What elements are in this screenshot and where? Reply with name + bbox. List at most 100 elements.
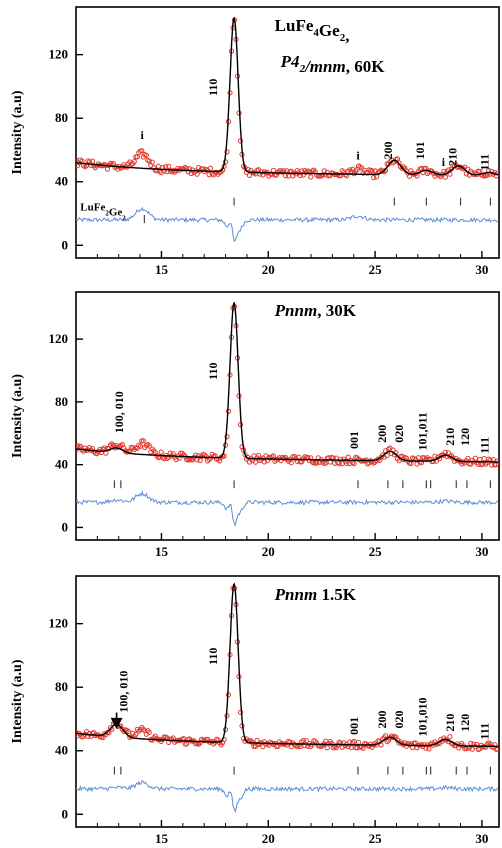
phase-title: LuFe4Ge2, (275, 16, 350, 45)
observed-point (495, 458, 499, 464)
peak-index-label: 020 (392, 425, 406, 443)
phase-subtitle: P42/mnm, 60K (280, 52, 386, 76)
observed-point (125, 728, 131, 735)
y-tick-label: 0 (62, 806, 69, 821)
peak-index-label: 101,011 (415, 412, 429, 450)
observed-point (203, 453, 209, 460)
observed-point (314, 460, 320, 466)
peak-index-label: 120 (458, 428, 472, 446)
observed-point (303, 738, 309, 744)
difference-curve (76, 779, 499, 814)
plot-area (76, 582, 499, 814)
observed-point (384, 452, 390, 459)
observed-point (89, 158, 96, 164)
peak-index-label: 200 (375, 711, 389, 729)
observed-point (481, 456, 487, 462)
observed-point (139, 148, 145, 154)
y-tick-label: 0 (62, 519, 69, 534)
observed-point (426, 746, 432, 752)
observed-point (261, 459, 267, 465)
calculated-curve (76, 301, 499, 463)
x-tick-label: 30 (475, 544, 488, 559)
x-tick-label: 25 (369, 831, 383, 846)
observed-point (270, 453, 276, 459)
observed-point (314, 740, 320, 746)
x-tick-label: 15 (155, 544, 169, 559)
x-tick-label: 25 (369, 262, 383, 277)
peak-index-label: 100, 010 (112, 391, 126, 433)
observed-point (76, 447, 79, 453)
y-tick-label: 80 (55, 110, 68, 125)
peak-index-label: 101,010 (415, 697, 429, 736)
peak-index-label: 020 (392, 711, 406, 729)
peak-index-label: 111 (477, 723, 491, 740)
x-tick-label: 15 (155, 262, 169, 277)
peak-index-label: 001 (347, 717, 361, 735)
observed-point (356, 739, 362, 745)
peak-index-label: 210 (443, 714, 457, 732)
observed-point (131, 159, 137, 165)
observed-point (158, 449, 164, 455)
observed-point (146, 729, 152, 736)
observed-point (151, 165, 157, 171)
phase-title: Pnnm, 30K (274, 301, 357, 320)
x-tick-label: 20 (262, 262, 275, 277)
plot-area (76, 301, 499, 528)
observed-point (146, 443, 152, 449)
observed-point (143, 152, 149, 158)
observed-point (155, 163, 161, 169)
x-tick-label: 30 (475, 262, 488, 277)
plot-frame (75, 291, 500, 541)
observed-point (252, 459, 259, 465)
observed-point (477, 456, 483, 462)
observed-point (300, 738, 306, 744)
arrow-head (110, 717, 123, 729)
observed-point (179, 450, 185, 456)
observed-point (237, 138, 244, 144)
observed-point (260, 744, 266, 750)
x-tick-label: 20 (262, 831, 275, 846)
plot-area (76, 16, 499, 242)
peak-index-label: 200 (375, 425, 389, 443)
x-tick-label: 15 (155, 831, 169, 846)
observed-point (441, 168, 447, 174)
y-tick-label: 40 (55, 457, 68, 472)
observed-point (383, 733, 389, 739)
peak-index-label: 110 (206, 648, 220, 665)
observed-point (432, 453, 438, 459)
impurity-label: i (141, 128, 145, 142)
observed-point (133, 731, 139, 738)
observed-point (149, 159, 155, 165)
y-tick-label: 120 (49, 47, 69, 62)
peak-index-label: 210 (445, 148, 459, 166)
observed-point (166, 163, 172, 169)
observed-point (403, 743, 410, 749)
difference-curve (76, 206, 498, 242)
observed-point (146, 158, 152, 164)
observed-point (140, 438, 146, 444)
observed-point (369, 168, 375, 174)
observed-point (270, 167, 276, 173)
observed-point (354, 745, 360, 751)
peak-index-label: 100, 010 (116, 671, 130, 713)
peak-index-label: 101 (413, 141, 427, 159)
peak-index-label: 110 (206, 79, 220, 96)
observed-point (345, 454, 351, 460)
plot-frame (75, 575, 500, 828)
y-tick-label: 0 (62, 237, 69, 252)
observed-point (255, 452, 261, 458)
observed-point (465, 455, 471, 461)
y-axis-title: Intensity (a.u) (10, 374, 25, 458)
x-tick-label: 30 (475, 831, 488, 846)
peak-index-label: 110 (206, 363, 220, 380)
peak-index-label: 001 (347, 431, 361, 449)
calculated-curve (76, 16, 499, 176)
observed-point (371, 175, 377, 181)
observed-point (246, 172, 253, 178)
peak-index-label: 111 (477, 437, 491, 454)
observed-point (237, 709, 244, 715)
observed-point (308, 174, 314, 180)
observed-point (384, 739, 390, 745)
observed-point (469, 746, 475, 752)
